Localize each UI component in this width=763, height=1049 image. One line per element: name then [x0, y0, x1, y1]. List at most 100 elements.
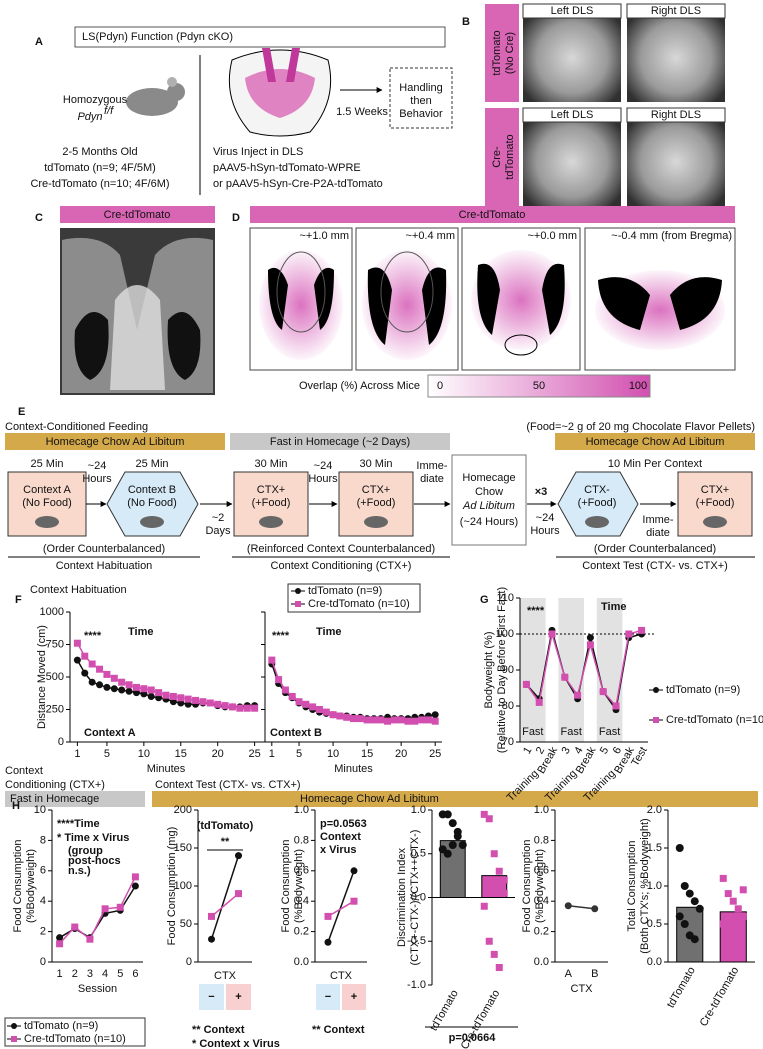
label: Homecage	[462, 472, 515, 484]
label: Chow	[475, 486, 503, 498]
ctx-box	[226, 984, 251, 1010]
data-point	[384, 717, 392, 725]
legend-box	[287, 583, 421, 613]
micrograph	[523, 4, 621, 102]
data-point	[177, 694, 185, 702]
data-point	[235, 852, 242, 860]
label: Hours	[530, 525, 560, 537]
label: ~-0.4 mm (from Bregma)	[611, 230, 732, 242]
data-point	[404, 717, 412, 725]
bar	[481, 875, 508, 898]
y-tick-label: 0	[40, 956, 46, 968]
y-tick-label: 250	[46, 703, 64, 715]
y-tick-label: 0.5	[411, 848, 426, 860]
label: Context A	[23, 484, 71, 496]
data-point	[116, 903, 124, 911]
label: Right DLS	[651, 109, 701, 121]
y-tick-label: 0.2	[534, 926, 549, 938]
y-tick-label: 4	[40, 895, 46, 907]
x-tick-label: 3	[87, 968, 93, 980]
x-tick-label: 2	[72, 968, 78, 980]
label: ~2	[212, 512, 225, 524]
micrograph	[627, 108, 725, 206]
data-point	[431, 711, 439, 719]
data-point	[675, 912, 684, 921]
panel-letter: C	[35, 212, 43, 224]
panel-letter: H	[12, 800, 20, 812]
micrograph	[523, 108, 621, 206]
label: ~+1.0 mm	[299, 230, 349, 242]
y-tick-label: 0	[186, 956, 192, 968]
label: (Food=~2 g of 20 mg Chocolate Flavor Pel…	[526, 421, 755, 433]
label: 30 Min	[254, 458, 287, 470]
injection-site	[245, 69, 315, 118]
data-point	[243, 704, 251, 712]
data-point	[206, 699, 214, 707]
y-tick-label: 1.0	[294, 804, 309, 816]
data-point	[88, 678, 96, 686]
legend-label: tdTomato (n=9)	[308, 585, 382, 597]
x-tick-label: 1	[74, 748, 80, 760]
series-line	[59, 876, 137, 945]
x-axis-label: CTX	[571, 983, 594, 995]
data-point	[268, 656, 276, 664]
x-axis-label: CTX	[214, 970, 237, 982]
label: Conditioning (CTX+)	[5, 779, 105, 791]
label: ~+0.4 mm	[405, 230, 455, 242]
mouse-icon	[167, 83, 185, 101]
data-point	[448, 819, 457, 828]
y-axis-label: (%Bodyweight)	[293, 849, 305, 923]
data-point	[86, 935, 94, 943]
panel-title: LS(Pdyn) Function (Pdyn cKO)	[82, 31, 233, 43]
data-point	[235, 890, 242, 898]
label: Cre-tdTomato	[104, 209, 171, 221]
context-hex	[557, 471, 639, 537]
data-point	[162, 691, 170, 699]
series-line	[568, 905, 595, 910]
y-tick-label: 90	[502, 664, 514, 676]
homecage-box	[451, 454, 527, 546]
annotation: (tdTomato)	[197, 820, 254, 832]
y-axis-label: (Relative to Day Before First Fast)	[496, 587, 508, 753]
data-point	[131, 882, 139, 890]
series-line	[271, 663, 436, 720]
y-axis-label: Total Consumption	[626, 840, 638, 931]
data-point	[147, 686, 155, 694]
data-point	[73, 639, 81, 647]
label: Virus Inject in DLS	[213, 146, 303, 158]
y-tick-label: 110	[496, 592, 514, 604]
series-line	[210, 855, 240, 940]
label: Hours	[82, 473, 112, 485]
panel-letter: A	[35, 36, 43, 48]
data-point	[495, 867, 503, 875]
data-point	[169, 693, 177, 700]
annotation: post-hocs	[68, 855, 121, 867]
y-tick-label: 1.0	[411, 804, 426, 816]
data-point	[336, 712, 344, 720]
label: pAAV5-hSyn-tdTomato-WPRE	[213, 162, 361, 174]
annotation: (group	[68, 845, 103, 857]
annotation: Time	[316, 626, 341, 638]
x-tick-label: 5	[117, 968, 123, 980]
data-point	[315, 706, 323, 713]
data-point	[490, 950, 498, 958]
label: (Order Counterbalanced)	[594, 543, 716, 555]
series-line	[211, 893, 239, 917]
label: (No Cre)	[504, 32, 516, 74]
label: (Reinforced Context Counterbalanced)	[247, 543, 435, 555]
data-point	[734, 905, 742, 913]
data-point	[586, 634, 594, 642]
micrograph	[627, 4, 725, 102]
y-tick-label: 2	[40, 926, 46, 938]
label: CTX+	[362, 484, 390, 496]
legend-marker	[11, 1023, 17, 1029]
data-point	[132, 683, 140, 691]
data-point	[96, 681, 104, 689]
y-tick-label: 50	[180, 918, 192, 930]
row-label-bg	[485, 108, 519, 206]
y-tick-label: 200	[174, 804, 192, 816]
x-tick-label: −	[325, 991, 331, 1003]
annotation: Time	[128, 626, 153, 638]
data-point	[110, 685, 118, 693]
series-line	[271, 659, 436, 722]
